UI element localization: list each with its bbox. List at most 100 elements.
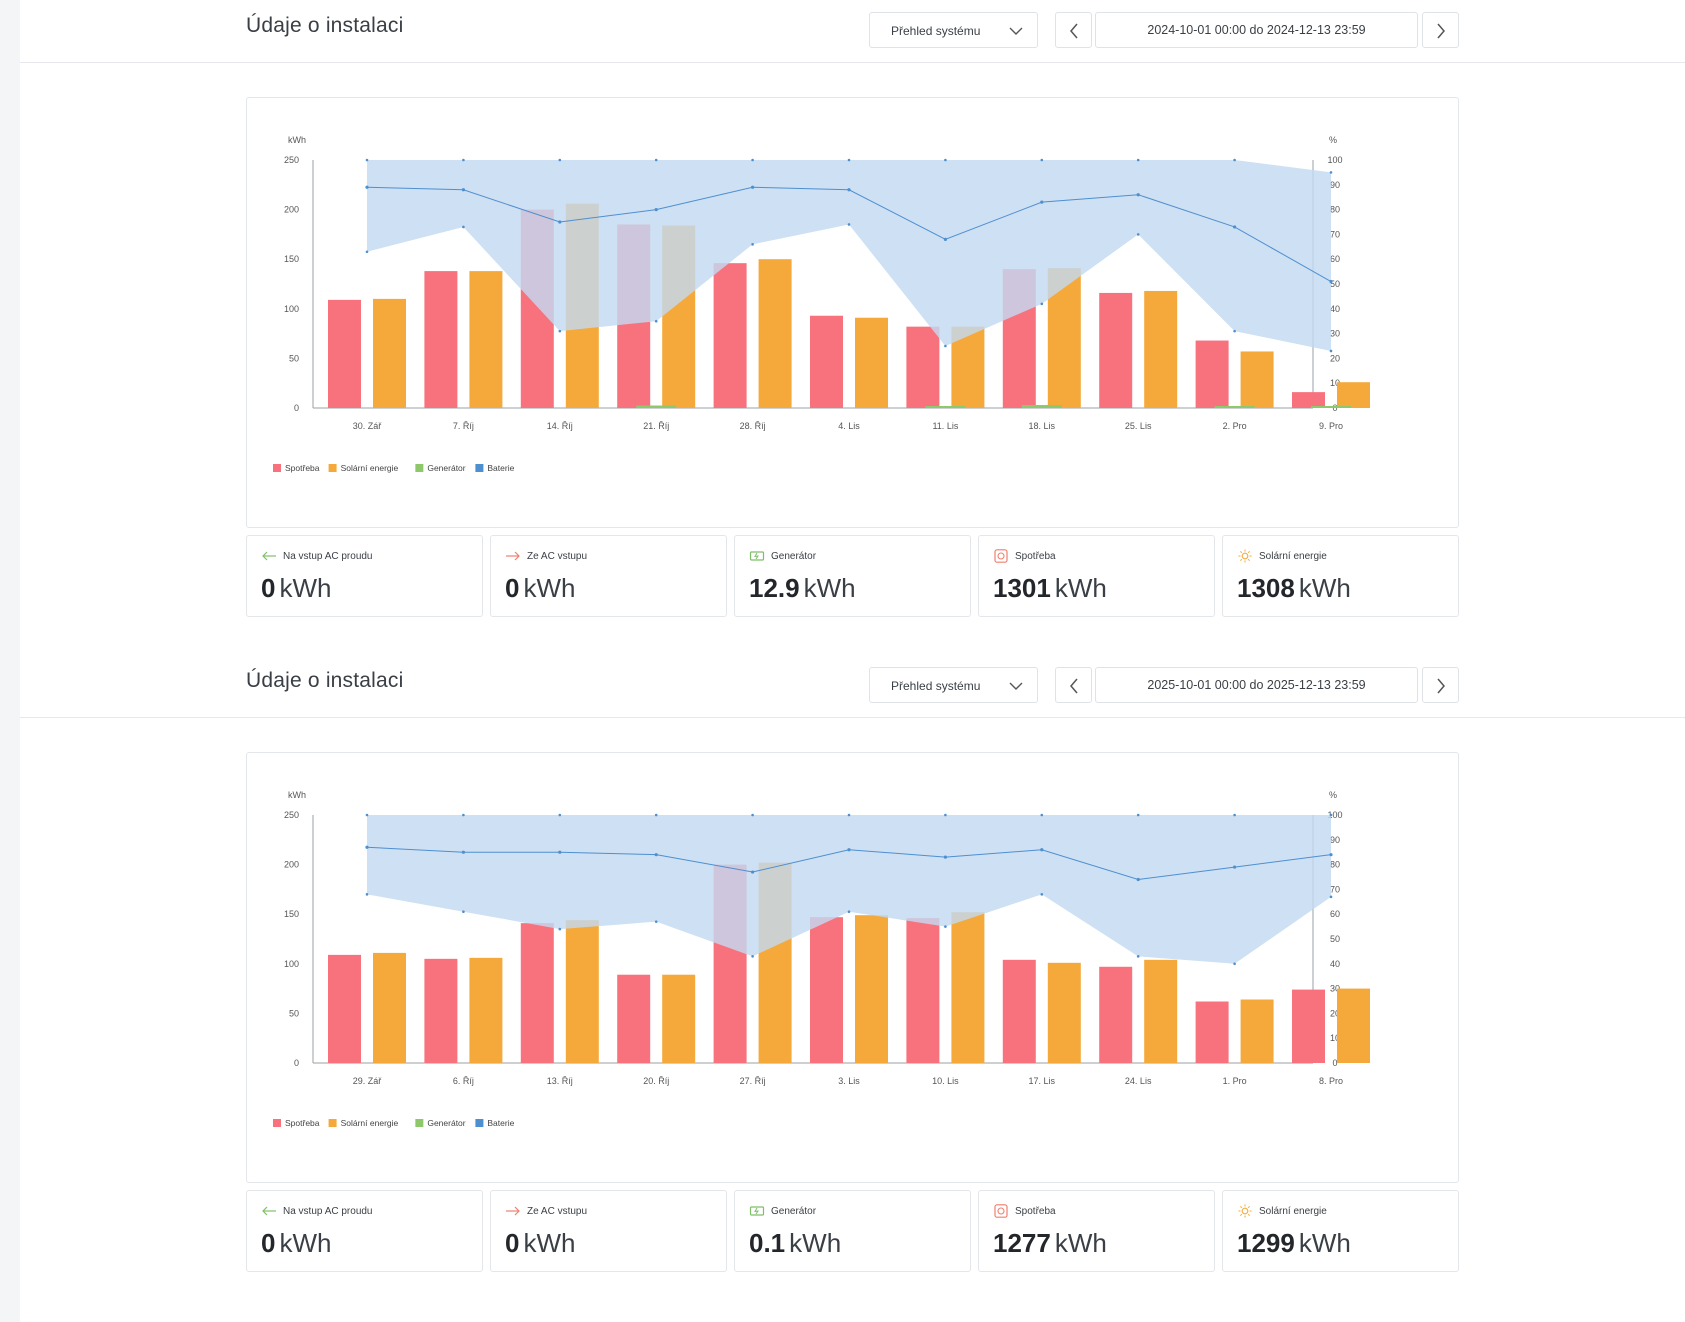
generator-icon <box>749 551 765 561</box>
bar-spotreba <box>810 917 843 1063</box>
battery-min-point <box>1233 329 1236 333</box>
bar-generator <box>1311 406 1351 408</box>
bar-solar <box>1337 988 1370 1063</box>
legend-swatch <box>273 464 281 472</box>
y-tick-label-right: 50 <box>1330 279 1340 289</box>
battery-max-point <box>1329 813 1333 817</box>
battery-average-point <box>847 188 851 192</box>
bar-spotreba <box>1195 340 1229 408</box>
y-tick-label-right: 60 <box>1330 909 1340 919</box>
battery-average-point <box>558 220 562 224</box>
battery-average-point <box>943 855 948 859</box>
stat-label: Spotřeba <box>1015 1205 1056 1217</box>
y-tick-label-right: 70 <box>1330 229 1340 239</box>
battery-min-point <box>944 344 947 348</box>
bar-spotreba <box>1292 989 1325 1063</box>
x-tick-label: 11. Lis <box>932 421 958 431</box>
bar-solar <box>1144 959 1178 1063</box>
stat-card-to-ac-input: Na vstup AC proudu 0 kWh <box>246 535 483 617</box>
previous-period-button[interactable] <box>1055 12 1092 48</box>
page-title: Údaje o instalaci <box>246 14 404 37</box>
bar-generator <box>925 406 966 408</box>
battery-average-point <box>461 850 465 854</box>
battery-max-point <box>1040 158 1044 162</box>
bar-generator <box>1021 405 1062 408</box>
bar-solar <box>1240 351 1274 408</box>
y-tick-label-left: 0 <box>294 403 299 413</box>
stats-row: Na vstup AC proudu 0 kWh Ze AC vstupu 0 kW… <box>246 1190 1459 1272</box>
bar-spotreba <box>328 299 361 408</box>
x-tick-label: 27. Říj <box>740 1076 766 1086</box>
legend-swatch <box>328 464 337 472</box>
previous-period-button[interactable] <box>1055 667 1092 703</box>
y-tick-label-left: 200 <box>284 860 299 870</box>
consumption-icon <box>994 549 1008 563</box>
view-dropdown-label: Přehled systému <box>891 24 981 38</box>
y-tick-label-right: 30 <box>1330 329 1340 339</box>
view-dropdown[interactable]: Přehled systému <box>869 12 1038 48</box>
chevron-down-icon <box>1009 682 1023 690</box>
bar-spotreba <box>328 954 361 1063</box>
energy-chart: kWh%050100150200250010203040506070809010… <box>273 135 1370 473</box>
x-tick-label: 6. Říj <box>453 1076 474 1086</box>
date-range-picker[interactable]: 2025-10-01 00:00 do 2025-12-13 23:59 <box>1095 667 1418 703</box>
stat-label: Ze AC vstupu <box>527 1205 588 1217</box>
y-tick-label-right: 70 <box>1330 884 1340 894</box>
battery-range-band <box>367 815 1331 964</box>
battery-average-point <box>1136 877 1140 882</box>
battery-min-point <box>462 910 465 914</box>
energy-chart-card: kWh%050100150200250010203040506070809010… <box>246 97 1459 528</box>
y-tick-label-right: 60 <box>1330 254 1340 264</box>
y-tick-label-right: 30 <box>1330 984 1340 994</box>
bar-solar <box>373 952 406 1063</box>
date-range-picker[interactable]: 2024-10-01 00:00 do 2024-12-13 23:59 <box>1095 12 1418 48</box>
y-axis-right-unit: % <box>1329 790 1337 800</box>
next-period-button[interactable] <box>1422 667 1459 703</box>
y-axis-left-unit: kWh <box>288 790 306 800</box>
chevron-right-icon <box>1437 678 1445 694</box>
battery-max-point <box>654 813 658 817</box>
legend-swatch <box>328 1119 337 1127</box>
battery-max-point <box>558 813 562 817</box>
battery-max-point <box>462 813 465 817</box>
battery-max-point <box>944 813 947 817</box>
battery-min-point <box>462 225 465 229</box>
stat-value: 1277 <box>993 1228 1051 1258</box>
battery-range-band <box>367 160 1331 351</box>
stat-card-from-ac-input: Ze AC vstupu 0 kWh <box>490 1190 727 1272</box>
stat-card-to-ac-input: Na vstup AC proudu 0 kWh <box>246 1190 483 1272</box>
stat-unit: kWh <box>279 573 332 603</box>
y-axis-left-unit: kWh <box>288 135 306 145</box>
y-tick-label-right: 10 <box>1330 1033 1340 1043</box>
left-sidebar-strip <box>0 0 20 1322</box>
bar-solar <box>758 259 792 408</box>
battery-max-point <box>1233 813 1236 817</box>
bar-solar <box>469 271 503 408</box>
y-tick-label-left: 150 <box>284 909 299 919</box>
y-tick-label-left: 0 <box>294 1058 299 1068</box>
battery-max-point <box>462 158 465 162</box>
stat-card-consumption: Spotřeba 1277 kWh <box>978 1190 1215 1272</box>
y-axis-right-unit: % <box>1329 135 1337 145</box>
view-dropdown[interactable]: Přehled systému <box>869 667 1038 703</box>
sun-icon <box>1238 1204 1252 1218</box>
battery-average-point <box>1233 225 1237 229</box>
arrow-left-icon <box>262 1206 276 1216</box>
bar-spotreba <box>906 918 940 1063</box>
bar-spotreba <box>713 263 747 408</box>
battery-average-point <box>847 848 851 852</box>
x-tick-label: 8. Pro <box>1319 1076 1343 1086</box>
stat-unit: kWh <box>279 1228 332 1258</box>
battery-max-point <box>654 158 658 162</box>
battery-min-point <box>847 223 851 226</box>
battery-average-point <box>1040 848 1044 852</box>
y-tick-label-right: 50 <box>1330 934 1340 944</box>
bar-solar <box>1144 290 1178 408</box>
battery-average-point <box>1329 853 1333 857</box>
stat-unit: kWh <box>789 1228 842 1258</box>
bar-spotreba <box>1002 959 1036 1063</box>
sun-icon <box>1238 549 1252 563</box>
next-period-button[interactable] <box>1422 12 1459 48</box>
x-tick-label: 13. Říj <box>547 1076 573 1086</box>
